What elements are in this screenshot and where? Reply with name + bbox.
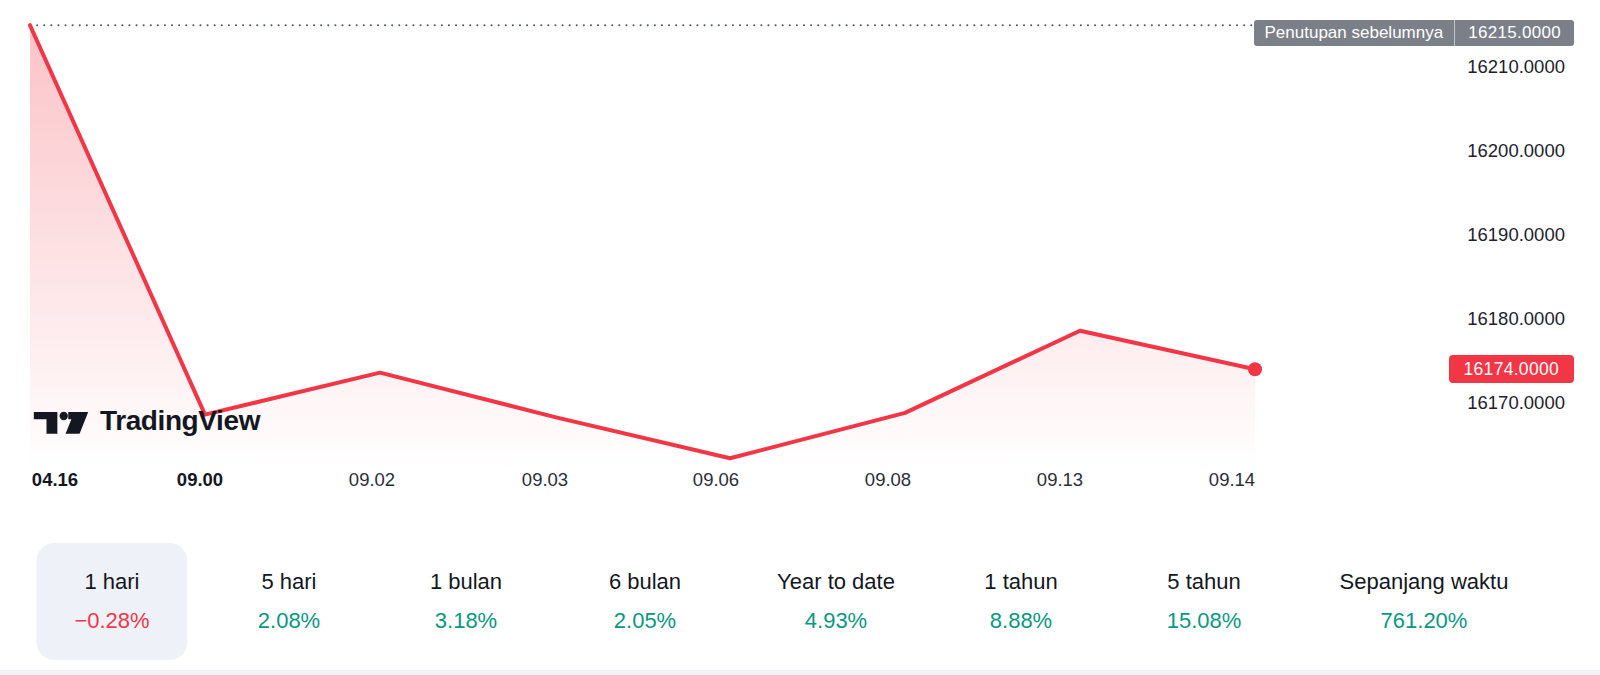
period-tab-change-value: −0.28% (74, 608, 149, 634)
previous-close-label: Penutupan sebelumnya (1254, 20, 1456, 46)
period-tab-change-value: 761.20% (1340, 608, 1509, 634)
previous-close-value: 16215.0000 (1455, 20, 1574, 46)
last-price-badge: 16174.0000 (1449, 355, 1574, 383)
period-tab-label: 5 hari (258, 569, 320, 595)
x-axis-label: 09.13 (1037, 469, 1083, 491)
period-tab-sepanjang-waktu[interactable]: Sepanjang waktu 761.20% (1302, 543, 1547, 660)
period-tab-1-tahun[interactable]: 1 tahun 8.88% (946, 543, 1095, 660)
previous-close-badge: Penutupan sebelumnya 16215.0000 (1254, 20, 1574, 46)
period-tab-6-bulan[interactable]: 6 bulan 2.05% (571, 543, 719, 660)
x-axis-label: 09.06 (693, 469, 739, 491)
y-axis-label: 16180.0000 (1467, 308, 1565, 330)
price-chart-widget: 16210.0000 16200.0000 16190.0000 16180.0000… (0, 0, 1600, 675)
period-tab-change-value: 3.18% (430, 608, 502, 634)
y-axis-label: 16170.0000 (1467, 392, 1565, 414)
period-tab-1-hari[interactable]: 1 hari −0.28% (36, 543, 187, 660)
period-tab-label: Sepanjang waktu (1340, 569, 1509, 595)
period-tab-5-tahun[interactable]: 5 tahun 15.08% (1129, 543, 1280, 660)
tradingview-logo[interactable]: TradingView (32, 405, 260, 437)
period-tab-year-to-date[interactable]: Year to date 4.93% (739, 543, 933, 660)
y-axis-label: 16210.0000 (1467, 56, 1565, 78)
y-axis-label: 16190.0000 (1467, 224, 1565, 246)
chart-area[interactable] (0, 0, 1400, 470)
x-axis-label: 04.16 (32, 469, 78, 491)
period-tab-label: Year to date (777, 569, 895, 595)
period-tab-label: 5 tahun (1167, 569, 1242, 595)
x-axis-label: 09.08 (865, 469, 911, 491)
period-tab-5-hari[interactable]: 5 hari 2.08% (220, 543, 358, 660)
period-tab-1-bulan[interactable]: 1 bulan 3.18% (392, 543, 540, 660)
tradingview-logo-icon (32, 405, 90, 437)
period-tab-label: 1 tahun (984, 569, 1057, 595)
tradingview-logo-text: TradingView (100, 405, 260, 437)
period-tab-change-value: 4.93% (777, 608, 895, 634)
x-axis-label: 09.02 (349, 469, 395, 491)
x-axis-label: 09.00 (177, 469, 223, 491)
period-tab-label: 1 bulan (430, 569, 502, 595)
period-tab-change-value: 15.08% (1167, 608, 1242, 634)
y-axis-label: 16200.0000 (1467, 140, 1565, 162)
section-divider (0, 670, 1600, 675)
period-tab-label: 1 hari (74, 569, 149, 595)
period-tab-change-value: 2.05% (609, 608, 681, 634)
area-fill (30, 25, 1255, 470)
x-axis-label: 09.14 (1209, 469, 1255, 491)
period-tab-label: 6 bulan (609, 569, 681, 595)
x-axis-label: 09.03 (522, 469, 568, 491)
period-tab-change-value: 2.08% (258, 608, 320, 634)
period-tab-change-value: 8.88% (984, 608, 1057, 634)
last-price-dot (1248, 362, 1262, 376)
